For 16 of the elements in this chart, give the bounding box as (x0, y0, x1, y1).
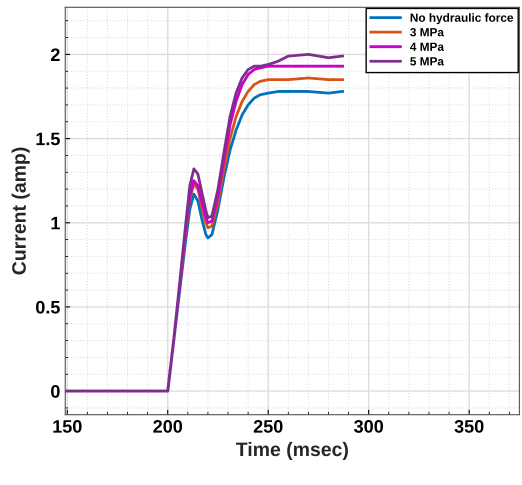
y-tick-label: 1.5 (36, 132, 60, 146)
legend-label: 3 MPa (410, 28, 444, 36)
y-axis-title: Current (amp) (12, 148, 30, 274)
x-tick-label: 150 (53, 420, 82, 433)
legend-label: No hydraulic force (410, 13, 514, 24)
x-axis-title: Time (msec) (236, 442, 348, 460)
x-tick-label: 350 (454, 420, 484, 433)
y-tick-label: 1 (51, 216, 60, 230)
y-tick-label: 0 (51, 385, 60, 398)
x-tick-label: 300 (354, 420, 384, 433)
y-tick-label: 0.5 (36, 300, 60, 314)
y-tick-label: 2 (50, 48, 60, 61)
x-tick-label: 250 (254, 420, 283, 433)
legend-label: 5 MPa (410, 57, 444, 66)
legend-label: 4 MPa (410, 42, 444, 51)
x-tick-label: 200 (153, 420, 182, 433)
